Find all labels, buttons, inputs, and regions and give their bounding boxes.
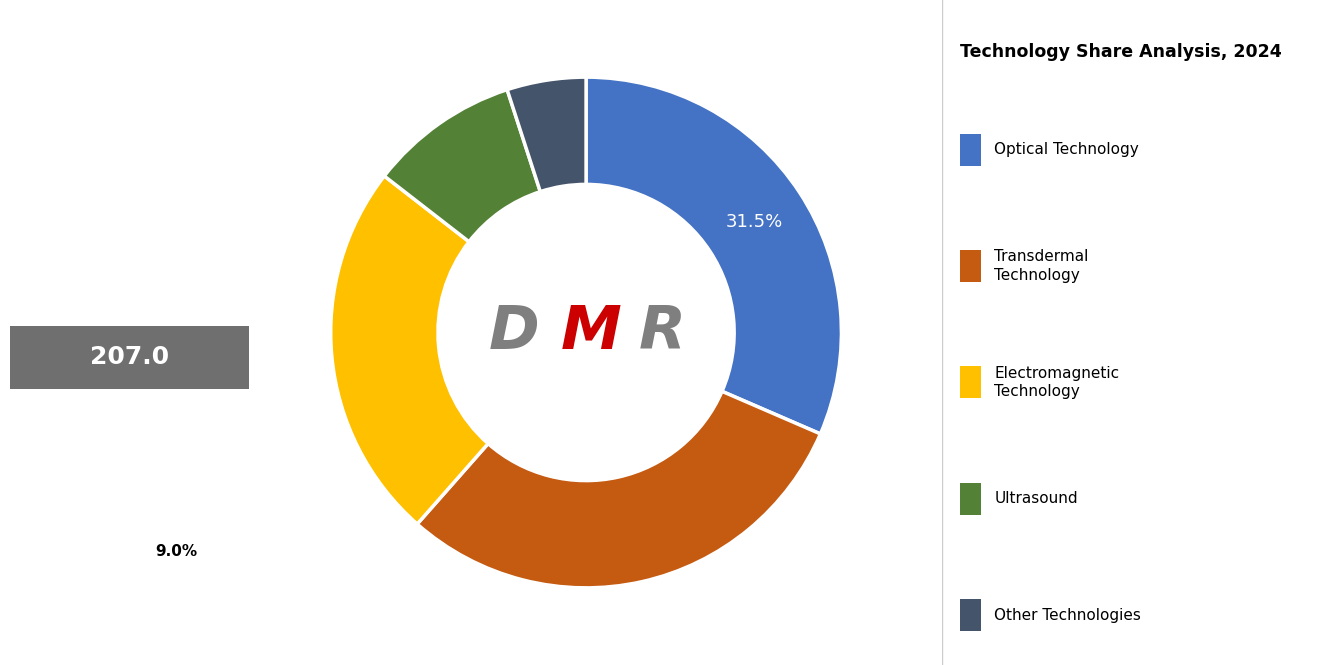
Text: D: D [489,303,540,362]
Wedge shape [586,77,842,434]
FancyBboxPatch shape [11,326,249,389]
Text: 9.0%: 9.0% [155,545,198,559]
Text: 207.0: 207.0 [90,345,170,369]
Text: Other Technologies: Other Technologies [994,608,1141,622]
FancyBboxPatch shape [960,134,981,166]
Text: Optical Technology: Optical Technology [994,142,1139,157]
FancyBboxPatch shape [960,366,981,398]
FancyBboxPatch shape [125,519,228,585]
Wedge shape [417,391,820,588]
Text: CAGR
2024-2033: CAGR 2024-2033 [26,502,104,569]
Text: 31.5%: 31.5% [726,213,784,231]
Text: Electromagnetic
Technology: Electromagnetic Technology [994,366,1119,399]
Wedge shape [385,90,540,241]
Wedge shape [507,77,586,192]
Text: Technology Share Analysis, 2024: Technology Share Analysis, 2024 [960,43,1283,61]
Text: Transdermal
Technology: Transdermal Technology [994,249,1089,283]
FancyBboxPatch shape [960,250,981,282]
Text: Dimension
Market
Research: Dimension Market Research [67,70,192,143]
Text: M: M [561,303,622,362]
Text: R: R [639,303,686,362]
Text: Ultrasound: Ultrasound [994,491,1077,506]
Text: Global Non-Invasive
Glucose Meter
Market Size
(USD Million), 2024: Global Non-Invasive Glucose Meter Market… [55,236,204,303]
FancyBboxPatch shape [960,483,981,515]
FancyBboxPatch shape [960,599,981,631]
Wedge shape [331,176,489,524]
